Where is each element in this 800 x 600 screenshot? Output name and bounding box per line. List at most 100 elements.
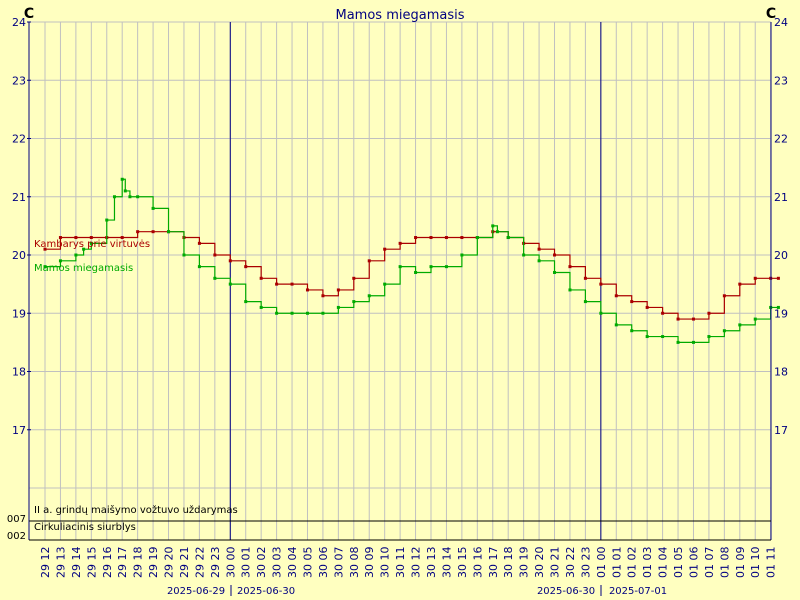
x-tick-label: 30 11	[394, 547, 407, 579]
digital-tick-002: 002	[7, 531, 26, 542]
series-point	[305, 311, 309, 315]
y-tick-label-left: 21	[12, 191, 26, 204]
series-point	[691, 340, 695, 344]
series-point	[722, 329, 726, 333]
series-point	[383, 247, 387, 251]
y-tick-label-left: 23	[12, 74, 26, 87]
x-tick-label: 29 16	[101, 547, 114, 579]
y-tick-label-left: 22	[12, 133, 26, 146]
series-point	[321, 294, 325, 298]
series-point	[676, 340, 680, 344]
series-point	[444, 265, 448, 269]
x-tick-label: 30 04	[286, 547, 299, 579]
x-tick-label: 30 12	[410, 547, 423, 579]
series-point	[506, 236, 510, 240]
series-point	[614, 323, 618, 327]
series-point	[707, 335, 711, 339]
series-point	[89, 236, 93, 240]
x-tick-label: 29 14	[70, 547, 83, 579]
series-point	[244, 265, 248, 269]
series-point	[537, 247, 541, 251]
series-point	[352, 276, 356, 280]
series-point	[136, 230, 140, 234]
x-tick-label: 29 19	[147, 547, 160, 579]
x-tick-label: 29 17	[116, 547, 129, 579]
x-tick-label: 30 13	[425, 547, 438, 579]
x-tick-label: 30 18	[502, 547, 515, 579]
x-tick-label: 30 19	[518, 547, 531, 579]
left-axis-unit: C	[24, 6, 34, 22]
series-point	[182, 253, 186, 257]
series-point	[553, 253, 557, 257]
series-point	[58, 259, 62, 263]
x-tick-label: 30 02	[255, 547, 268, 579]
y-tick-label-right: 23	[774, 74, 788, 87]
series-point	[614, 294, 618, 298]
series-point	[367, 294, 371, 298]
series-point	[707, 311, 711, 315]
series-point	[491, 224, 495, 228]
series-point	[522, 253, 526, 257]
series-point	[398, 265, 402, 269]
series-point	[583, 276, 587, 280]
series-point	[120, 236, 124, 240]
axes	[28, 22, 772, 541]
y-tick-label-right: 24	[774, 16, 788, 29]
series-point	[197, 265, 201, 269]
digital-row-label-valve: II a. grindų maišymo vožtuvo uždarymas	[34, 504, 238, 516]
digital-row-label-pump: Cirkuliacinis siurblys	[34, 522, 136, 533]
date-label-4: 2025-07-01	[609, 586, 667, 597]
y-tick-label-right: 18	[774, 366, 788, 379]
series-point	[753, 276, 757, 280]
series-point	[305, 288, 309, 292]
x-tick-label: 29 23	[209, 547, 222, 579]
x-tick-label: 30 03	[271, 547, 284, 579]
x-tick-label: 01 09	[734, 547, 747, 579]
series-point	[475, 236, 479, 240]
series-point	[290, 311, 294, 315]
series-point	[444, 236, 448, 240]
x-tick-label: 29 20	[163, 547, 176, 579]
series-point	[568, 288, 572, 292]
x-tick-label: 29 13	[54, 547, 67, 579]
series-point	[722, 294, 726, 298]
date-label-1: 2025-06-29	[167, 586, 225, 597]
series-point	[74, 236, 78, 240]
series-point	[661, 311, 665, 315]
series-point	[213, 253, 217, 257]
x-tick-label: 30 15	[456, 547, 469, 579]
y-tick-label-left: 19	[12, 307, 26, 320]
x-tick-label: 01 07	[703, 547, 716, 579]
x-tick-label: 30 16	[471, 547, 484, 579]
series-point	[213, 276, 217, 280]
series-label-mamos: Mamos miegamasis	[34, 263, 133, 274]
series-point	[599, 282, 603, 286]
x-tick-label: 01 02	[626, 547, 639, 579]
y-tick-label-right: 20	[774, 249, 788, 262]
y-tick-label-left: 17	[12, 424, 26, 437]
series-point	[630, 329, 634, 333]
series-point	[228, 259, 232, 263]
series-point	[661, 335, 665, 339]
series-point	[738, 323, 742, 327]
series-point	[89, 241, 93, 245]
series-point	[553, 270, 557, 274]
x-tick-label: 30 21	[549, 547, 562, 579]
right-axis-unit: C	[766, 6, 776, 22]
x-tick-label: 29 18	[132, 547, 145, 579]
series-point	[495, 230, 499, 234]
x-tick-label: 30 05	[301, 547, 314, 579]
series-point	[43, 265, 47, 269]
series-line-mamos	[45, 178, 779, 343]
series-point	[336, 288, 340, 292]
series-point	[599, 311, 603, 315]
x-tick-label: 30 08	[348, 547, 361, 579]
series-point	[167, 230, 171, 234]
series-point	[691, 317, 695, 321]
chart-title: Mamos miegamasis	[336, 8, 465, 23]
series-point	[776, 276, 780, 280]
series-point	[151, 206, 155, 210]
x-tick-label: 29 15	[85, 547, 98, 579]
